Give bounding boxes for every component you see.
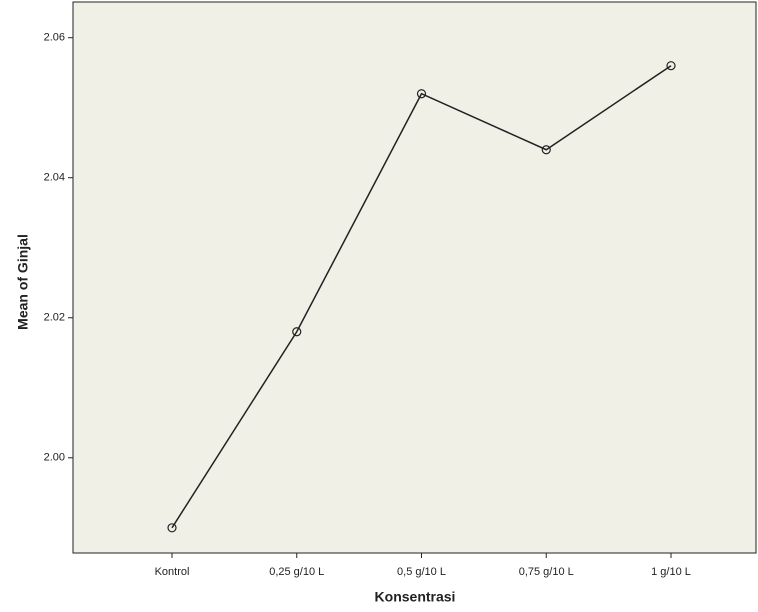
x-tick-label: 0,5 g/10 L bbox=[397, 566, 446, 578]
x-axis-title: Konsentrasi bbox=[375, 589, 456, 605]
x-tick-label: Kontrol bbox=[155, 566, 190, 578]
x-tick-label: 1 g/10 L bbox=[651, 566, 691, 578]
page: Konsentrasi Mean of Ginjal 2.00 2.02 2.04 2… bbox=[0, 0, 758, 612]
y-tick-label: 2.06 bbox=[44, 32, 65, 44]
chart: Konsentrasi Mean of Ginjal 2.00 2.02 2.04 2… bbox=[0, 0, 758, 612]
y-tick-label: 2.00 bbox=[44, 452, 65, 464]
plot-area bbox=[73, 2, 756, 553]
x-tick-label: 0,25 g/10 L bbox=[269, 566, 324, 578]
y-tick-label: 2.04 bbox=[44, 172, 65, 184]
x-tick-label: 0,75 g/10 L bbox=[519, 566, 574, 578]
y-axis-title: Mean of Ginjal bbox=[15, 234, 31, 330]
y-tick-label: 2.02 bbox=[44, 312, 65, 324]
